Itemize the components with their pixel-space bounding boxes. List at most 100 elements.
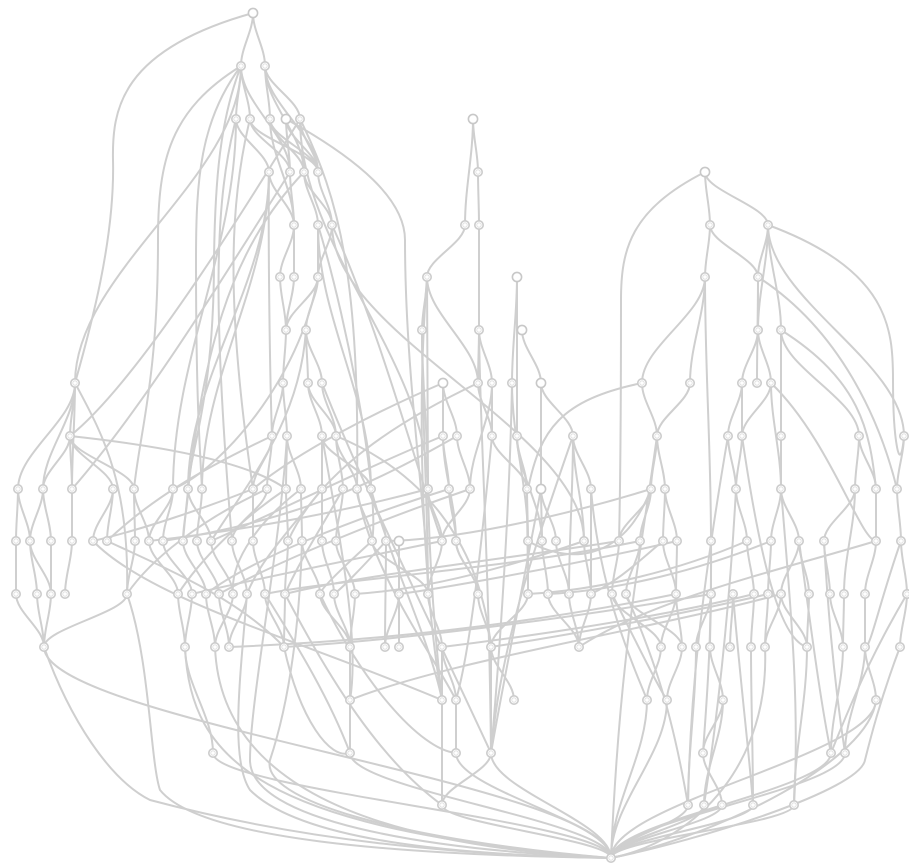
source-node-r3[interactable] xyxy=(699,166,711,178)
graph-node-i8[interactable] xyxy=(197,483,208,494)
graph-node-m2[interactable] xyxy=(436,694,447,705)
graph-node-k29[interactable] xyxy=(748,588,759,599)
graph-node-k22[interactable] xyxy=(563,588,574,599)
graph-node-j1[interactable] xyxy=(11,535,21,546)
graph-node-j32[interactable] xyxy=(741,535,752,546)
graph-node-b3[interactable] xyxy=(264,114,275,125)
graph-node-k35[interactable] xyxy=(859,588,870,599)
graph-node-m3[interactable] xyxy=(450,694,461,705)
graph-node-j25[interactable] xyxy=(550,535,561,546)
graph-node-j7[interactable] xyxy=(130,535,141,546)
graph-node-i3[interactable] xyxy=(67,483,78,494)
graph-node-j10[interactable] xyxy=(178,535,189,546)
graph-node-j9[interactable] xyxy=(158,535,169,546)
graph-node-g9[interactable] xyxy=(684,377,695,388)
graph-node-j2[interactable] xyxy=(24,535,35,546)
graph-node-i20[interactable] xyxy=(521,483,532,494)
graph-node-e2[interactable] xyxy=(288,271,299,282)
graph-node-f3[interactable] xyxy=(416,324,427,335)
graph-node-h7[interactable] xyxy=(451,430,462,441)
graph-node-g3[interactable] xyxy=(302,377,313,388)
graph-node-c1[interactable] xyxy=(263,167,274,178)
graph-node-m1[interactable] xyxy=(344,694,355,705)
graph-node-l19[interactable] xyxy=(801,641,812,652)
graph-node-m8[interactable] xyxy=(870,694,881,705)
graph-node-l17[interactable] xyxy=(745,641,756,652)
graph-node-l15[interactable] xyxy=(704,641,715,652)
graph-node-i22[interactable] xyxy=(645,483,656,494)
graph-node-k7[interactable] xyxy=(187,588,198,599)
graph-node-n2[interactable] xyxy=(344,747,355,758)
graph-node-k3[interactable] xyxy=(45,588,56,599)
graph-node-m5[interactable] xyxy=(641,694,652,705)
graph-node-c2[interactable] xyxy=(284,167,295,178)
graph-node-k13[interactable] xyxy=(279,588,290,599)
graph-node-k30[interactable] xyxy=(762,588,773,599)
graph-node-g8[interactable] xyxy=(636,377,647,388)
source-node-r0[interactable] xyxy=(247,7,259,19)
graph-node-h1[interactable] xyxy=(65,430,76,441)
graph-node-f1[interactable] xyxy=(280,324,291,335)
graph-node-g6[interactable] xyxy=(486,377,497,388)
graph-node-e4[interactable] xyxy=(421,271,432,282)
graph-node-i6[interactable] xyxy=(168,483,179,494)
graph-node-d4[interactable] xyxy=(459,220,470,231)
graph-node-f5[interactable] xyxy=(752,324,763,335)
graph-node-k25[interactable] xyxy=(620,588,631,599)
graph-node-j12[interactable] xyxy=(206,535,217,546)
graph-node-j15[interactable] xyxy=(282,535,293,546)
graph-node-h11[interactable] xyxy=(651,430,662,441)
graph-node-d7[interactable] xyxy=(762,220,773,231)
graph-node-f2[interactable] xyxy=(300,324,311,335)
graph-node-k9[interactable] xyxy=(214,588,225,599)
graph-node-i11[interactable] xyxy=(280,483,291,494)
graph-node-p1[interactable] xyxy=(605,852,616,863)
graph-node-i10[interactable] xyxy=(261,483,272,494)
graph-node-j22[interactable] xyxy=(450,535,461,546)
graph-node-k5[interactable] xyxy=(122,588,133,599)
graph-node-i19[interactable] xyxy=(464,483,475,494)
source-node-r7[interactable] xyxy=(437,377,449,389)
source-node-r2[interactable] xyxy=(467,113,479,125)
graph-node-j5[interactable] xyxy=(88,535,99,546)
source-node-r9[interactable] xyxy=(393,535,405,547)
graph-node-k18[interactable] xyxy=(422,588,433,599)
graph-node-l3[interactable] xyxy=(210,641,221,652)
graph-node-h12[interactable] xyxy=(722,430,733,441)
graph-node-l2[interactable] xyxy=(180,641,191,652)
graph-node-j19[interactable] xyxy=(366,535,377,546)
graph-node-j3[interactable] xyxy=(45,535,56,546)
graph-node-k17[interactable] xyxy=(393,588,404,599)
graph-node-j11[interactable] xyxy=(192,535,203,546)
graph-node-j14[interactable] xyxy=(248,535,259,546)
graph-node-k33[interactable] xyxy=(824,588,835,599)
graph-node-k36[interactable] xyxy=(902,589,909,599)
graph-node-j36[interactable] xyxy=(870,535,881,546)
graph-node-i28[interactable] xyxy=(891,483,902,494)
graph-node-d3[interactable] xyxy=(326,220,337,231)
graph-node-h16[interactable] xyxy=(898,430,909,441)
graph-node-j8[interactable] xyxy=(144,535,155,546)
graph-node-j28[interactable] xyxy=(634,535,645,546)
graph-node-j29[interactable] xyxy=(657,535,668,546)
graph-node-i16[interactable] xyxy=(365,483,376,494)
graph-node-l1[interactable] xyxy=(38,641,49,652)
graph-node-j6[interactable] xyxy=(102,535,113,546)
graph-node-j18[interactable] xyxy=(330,535,341,546)
graph-node-n1[interactable] xyxy=(208,747,219,758)
graph-node-j20[interactable] xyxy=(380,535,391,546)
graph-node-k31[interactable] xyxy=(775,588,786,599)
graph-node-n4[interactable] xyxy=(485,747,496,758)
graph-node-o2[interactable] xyxy=(682,799,693,810)
graph-node-c4[interactable] xyxy=(312,167,323,178)
graph-node-i1[interactable] xyxy=(13,483,23,494)
graph-node-j13[interactable] xyxy=(227,535,238,546)
graph-node-h10[interactable] xyxy=(567,430,578,441)
graph-node-l13[interactable] xyxy=(676,641,687,652)
graph-node-g7[interactable] xyxy=(506,377,517,388)
graph-node-h14[interactable] xyxy=(775,430,786,441)
graph-node-e5[interactable] xyxy=(699,271,710,282)
graph-node-k1[interactable] xyxy=(11,588,21,599)
graph-node-k32[interactable] xyxy=(803,588,814,599)
graph-node-l14[interactable] xyxy=(690,641,701,652)
